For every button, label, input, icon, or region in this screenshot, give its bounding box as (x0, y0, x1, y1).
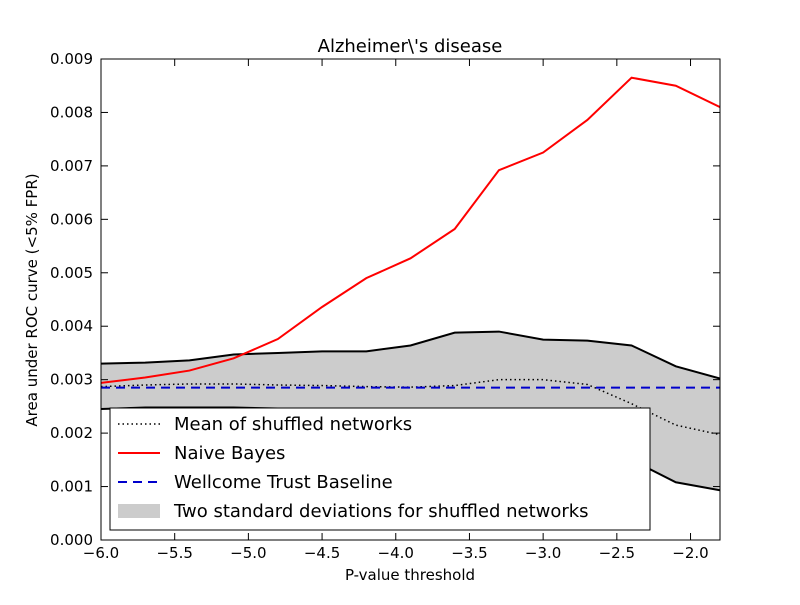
legend-label-0: Mean of shuffled networks (174, 414, 412, 435)
y-tick-label: 0.005 (50, 264, 93, 282)
plot-frame (100, 58, 721, 541)
y-tick-label: 0.002 (50, 424, 93, 442)
y-tick-label: 0.009 (50, 50, 93, 68)
legend-swatch-band (118, 504, 160, 518)
y-tick-label: 0.004 (50, 317, 93, 335)
legend-label-band: Two standard deviations for shuffled net… (173, 501, 589, 522)
x-tick-label: −3.5 (451, 544, 487, 562)
x-tick-label: −5.5 (156, 544, 192, 562)
x-tick-label: −6.0 (83, 544, 119, 562)
legend-label-1: Naive Bayes (174, 443, 285, 464)
band-upper-edge (101, 330, 720, 380)
x-tick-label: −4.5 (304, 544, 340, 562)
y-tick-label: 0.008 (50, 103, 93, 121)
y-tick-label: 0.003 (50, 371, 93, 389)
x-tick-label: −5.0 (230, 544, 266, 562)
y-tick-label: 0.000 (50, 531, 93, 549)
legend-box (109, 407, 651, 531)
x-tick-label: −2.0 (672, 544, 708, 562)
legend: Mean of shuffled networks Naive Bayes Well… (109, 407, 651, 531)
x-tick-label: −4.0 (378, 544, 414, 562)
chart-title: Alzheimer\'s disease (318, 36, 503, 57)
legend-label-2: Wellcome Trust Baseline (174, 472, 393, 493)
x-axis-label: P-value threshold (345, 566, 475, 584)
y-axis-label: Area under ROC curve (<5% FPR) (23, 173, 41, 426)
y-tick-label: 0.001 (50, 478, 93, 496)
x-tick-label: −3.0 (525, 544, 561, 562)
y-tick-label: 0.006 (50, 210, 93, 228)
series-line-1 (101, 76, 720, 384)
x-tick-label: −2.5 (599, 544, 635, 562)
y-tick-label: 0.007 (50, 157, 93, 175)
